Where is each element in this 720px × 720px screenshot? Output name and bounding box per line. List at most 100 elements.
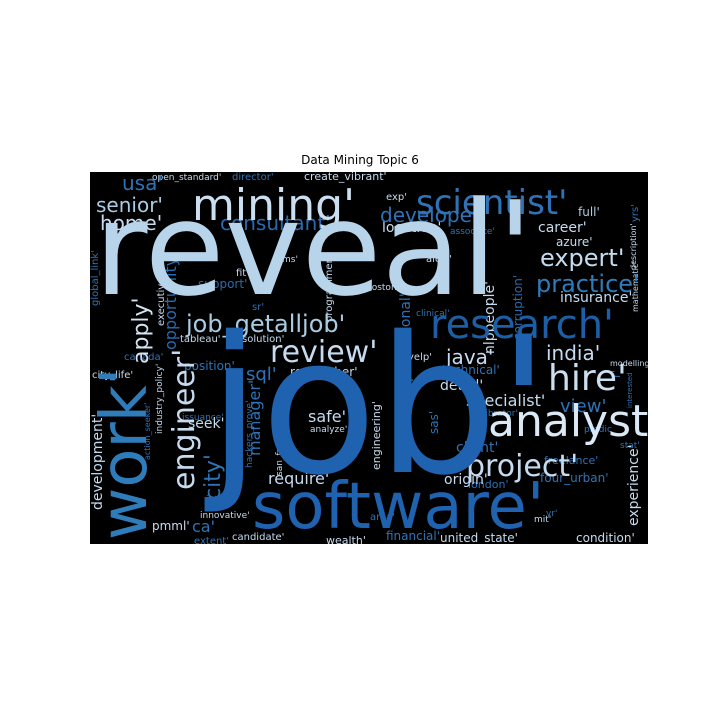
word-sas: sas' (427, 411, 441, 434)
word-corruption: corruption' (511, 275, 525, 340)
word-developer: developer' (380, 203, 486, 227)
word-azure: azure' (556, 235, 593, 249)
word-interested: interested (626, 372, 634, 408)
word-boston: boston' (366, 283, 399, 293)
word-vibrator: vibrator' (480, 409, 518, 419)
word-sr: sr' (252, 302, 264, 313)
word-work: work' (90, 368, 162, 540)
word-extent: extent' (194, 536, 229, 544)
word-freelance: freelance' (544, 454, 598, 467)
word-yelp: yelp' (408, 352, 432, 363)
word-wealth: wealth' (326, 534, 366, 544)
word-fit: fit' (236, 268, 249, 279)
word-position: position' (184, 359, 235, 373)
word-yrs: yrs' (630, 204, 641, 222)
word-expert: expert' (540, 244, 624, 272)
word-global-link: global_link' (90, 250, 101, 306)
word-engineering: engineering' (370, 401, 383, 470)
word-pmml: pmml' (152, 519, 190, 533)
word-canada: canada' (124, 352, 163, 363)
word-technical: technical' (442, 363, 500, 377)
word-safe: safe' (308, 407, 346, 426)
word-ms: ms' (282, 255, 298, 265)
word-usa: usa' (122, 172, 163, 195)
word-stat: stat' (620, 441, 640, 451)
word-full: full' (578, 205, 600, 219)
word-intern: intern' (206, 495, 235, 505)
word-job: job' (204, 296, 550, 517)
word-city: city' (201, 454, 226, 500)
word-require: require' (268, 469, 329, 488)
word-issuance: issuance' (182, 413, 224, 423)
word-practice: practice' (536, 270, 640, 298)
word-candidate: candidate' (232, 532, 284, 543)
word-client: client' (456, 440, 498, 456)
word-executive: executive' (156, 275, 167, 326)
word-insurance: insurance' (560, 290, 632, 306)
word-manager: manager' (245, 380, 264, 456)
word-cloud: action_seeker' interested innovative' globa… (90, 172, 648, 544)
word-opportunity: opportunity' (161, 252, 180, 350)
word-associate: associate' (450, 227, 495, 237)
word-specialist: specialist' (466, 391, 545, 410)
word-seek: seek' (188, 416, 224, 432)
word-area: area' (370, 512, 395, 523)
word-nlppeople: nlppeople' (482, 281, 498, 354)
word-open-standard: open_standard' (152, 173, 221, 183)
word-analyst: analyst' (488, 396, 648, 447)
word-experience: experience' (626, 445, 642, 526)
word-project: project' (466, 449, 578, 484)
word-analyze: analyze' (310, 425, 347, 435)
word-career: career' (538, 220, 587, 236)
word-engineer: engineer' (167, 349, 202, 490)
word-home: home' (100, 211, 162, 235)
word-consultant: consultant' (220, 211, 331, 235)
word-condition: condition' (576, 531, 635, 544)
word-mit: mit' (534, 515, 551, 525)
word-java: java' (445, 345, 493, 369)
word-origin: origin' (444, 472, 488, 488)
word-software: software' (252, 470, 544, 544)
word-innovative: innovative' (200, 511, 250, 521)
word-london: london' (468, 478, 508, 491)
word-view: view' (560, 396, 606, 417)
word-tableau: tableau' (180, 334, 221, 345)
word-director: director' (232, 172, 274, 183)
word-united-state: united_state' (440, 531, 518, 544)
word-review: review' (270, 335, 377, 370)
word-research: research' (430, 302, 614, 348)
word-city-life: city_life' (92, 370, 133, 381)
word-r: r' (609, 370, 623, 378)
word-four-urban: four_urban' (540, 471, 609, 485)
word-create-vibrant: create_vibrant' (304, 172, 387, 183)
word-ca: ca' (192, 517, 215, 536)
word-clinical: clinical' (416, 309, 450, 319)
word-india: india' (546, 341, 600, 365)
word-programmer: programmer' (324, 257, 335, 322)
word-professional: professional' (398, 293, 414, 382)
word-action-seeker: action_seeker' (143, 403, 152, 460)
word-hackers-prove: hackers_prove' (245, 400, 255, 468)
word-support: support' (198, 277, 247, 291)
word-detail: detail' (440, 378, 483, 394)
word-exp: exp' (386, 192, 407, 203)
word-scientist: scientist' (416, 183, 568, 223)
word-researcher: researcher' (290, 365, 358, 379)
word-senior: senior' (96, 193, 163, 217)
chart-title: Data Mining Topic 6 (301, 153, 419, 167)
word-hire: hire' (548, 358, 627, 399)
word-solution: solution' (242, 334, 284, 345)
word-description: description' (629, 223, 638, 270)
word-modelling: modelling' (610, 359, 648, 368)
word-cloud-canvas: action_seeker' interested innovative' globa… (90, 172, 648, 544)
word-development: development' (90, 414, 106, 510)
word-mining: mining' (192, 180, 355, 231)
word-predic: predic (584, 425, 612, 435)
word-location: location' (382, 220, 441, 236)
word-apply: apply' (129, 297, 154, 364)
word-reveal: reveal' (94, 173, 533, 325)
word-alert: alert' (426, 254, 452, 265)
word-mathematic: mathematic' (631, 262, 640, 312)
word-san-francisco: san_francisco' (275, 412, 285, 476)
